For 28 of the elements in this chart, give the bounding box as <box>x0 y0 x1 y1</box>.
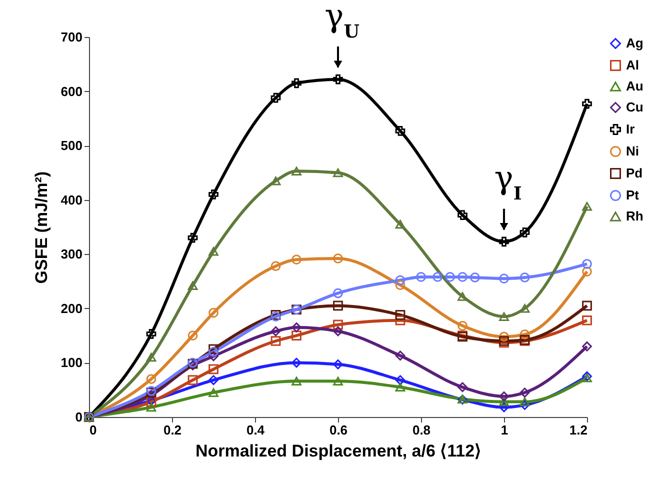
legend-label: Ag <box>626 36 644 50</box>
legend-label: Al <box>626 58 639 72</box>
x-tick-label: 0 <box>90 422 97 438</box>
legend-label: Au <box>626 78 644 94</box>
y-tick-label: 700 <box>60 30 82 44</box>
legend-label: Pt <box>626 188 640 202</box>
y-tick-label: 300 <box>60 246 82 262</box>
y-tick-label: 0 <box>75 410 82 424</box>
x-tick-label: 1 <box>500 422 508 438</box>
legend-label: Ir <box>626 122 635 136</box>
y-axis-title: GSFE (mJ/m²) <box>32 171 51 284</box>
x-tick-label: 0.2 <box>163 422 182 438</box>
legend-label: Cu <box>626 100 644 114</box>
y-tick-label: 600 <box>60 84 82 99</box>
x-tick-label: 0.4 <box>246 422 266 438</box>
legend-label: Rh <box>626 208 644 224</box>
x-tick-label: 0.6 <box>329 422 348 438</box>
y-tick-label: 100 <box>60 355 82 370</box>
legend-label: Pd <box>626 166 643 180</box>
y-tick-label: 400 <box>60 192 82 208</box>
annotation: γ$_{U}$ <box>324 0 360 42</box>
annotation: γ$_{I}$ <box>494 158 522 204</box>
x-axis-title: Normalized Displacement, a/6 ⟨112⟩ <box>195 442 482 460</box>
x-tick-label: 1.2 <box>569 422 588 438</box>
y-tick-label: 500 <box>60 138 82 154</box>
x-tick-label: 0.8 <box>412 422 431 438</box>
legend-label: Ni <box>626 144 639 158</box>
y-tick-label: 200 <box>60 300 82 316</box>
